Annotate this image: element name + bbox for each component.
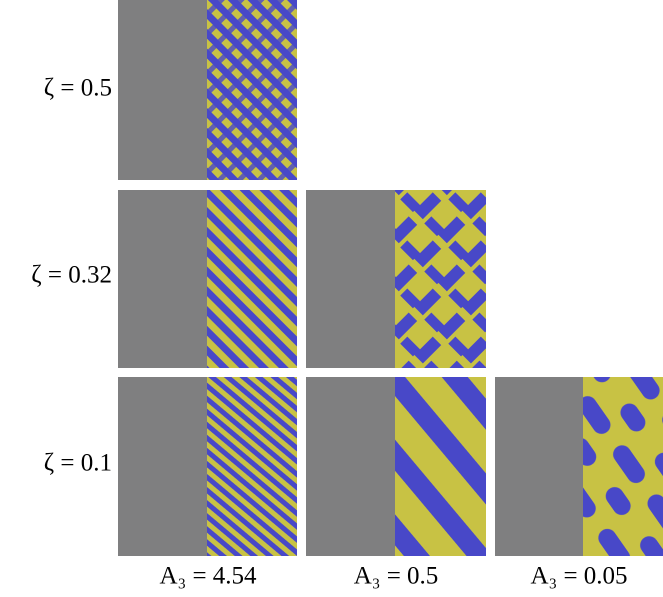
panel [495, 377, 663, 556]
panel-grid [118, 0, 663, 556]
row-label: ζ = 0.32 [31, 262, 112, 289]
figure: ζ = 0.5 ζ = 0.32 ζ = 0.1 A₃ = 4.54 A₃ = … [0, 0, 663, 597]
panel [118, 0, 297, 180]
row-label: ζ = 0.5 [44, 75, 112, 102]
panel [306, 377, 486, 556]
panel [306, 190, 486, 368]
panel [118, 377, 297, 556]
column-label: A₃ = 0.05 [530, 563, 627, 590]
column-label: A₃ = 0.5 [354, 563, 439, 590]
column-label: A₃ = 4.54 [159, 563, 257, 590]
panel [118, 190, 297, 368]
row-label: ζ = 0.1 [44, 450, 112, 477]
